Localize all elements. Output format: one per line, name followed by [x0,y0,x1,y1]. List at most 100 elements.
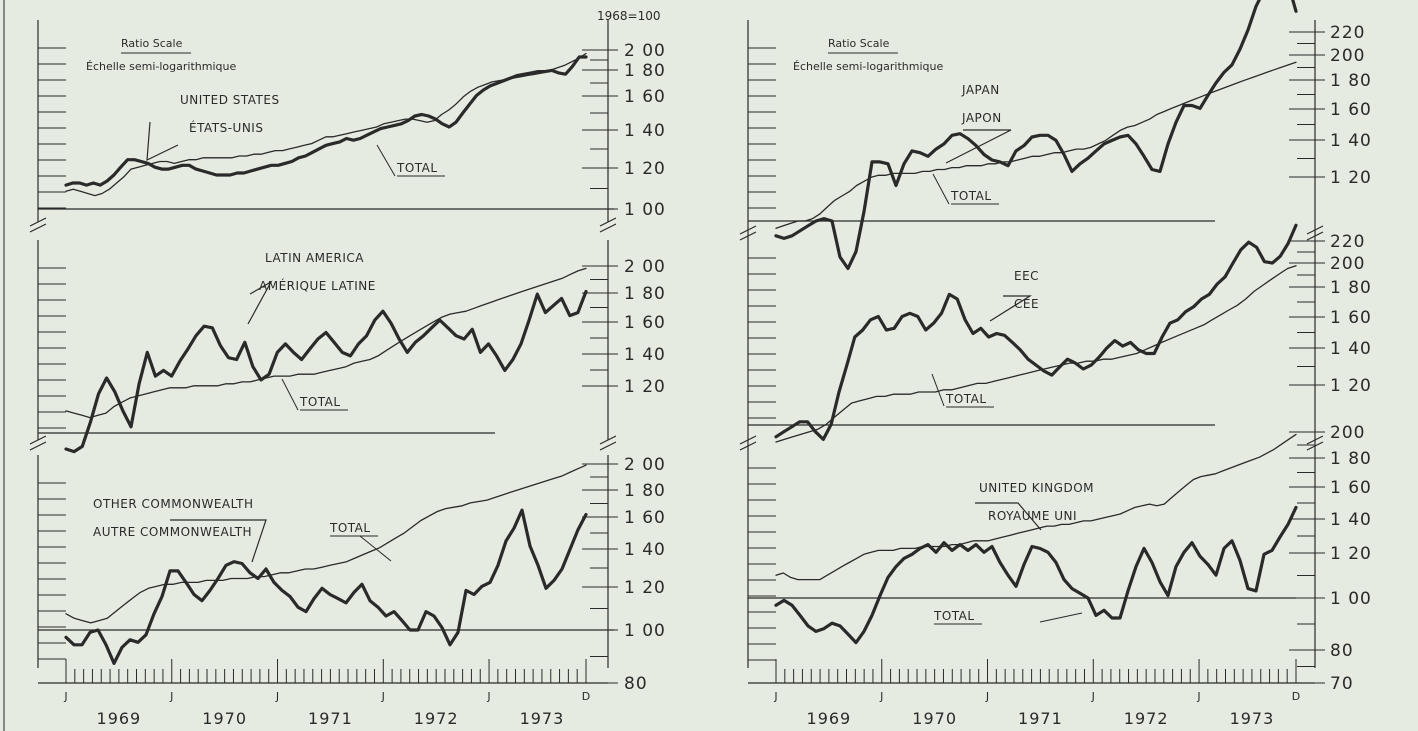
y-tick-label: 1 20 [1330,544,1372,564]
x-year-label: 1972 [414,709,459,728]
axis-break-mark [29,217,47,233]
y-tick-label: 70 [1330,674,1354,694]
total-leader [376,144,396,177]
series-label-fr: CEE [1014,297,1039,311]
total-leader [281,378,299,411]
x-month-label: J [381,690,385,703]
total-leader [931,373,945,407]
y-tick-label: 1 80 [1330,449,1372,469]
x-month-label: J [773,690,777,703]
y-tick-label: 1 20 [624,578,666,598]
x-month-label: J [63,690,67,703]
axis-break-mark [29,435,47,451]
y-tick-label: 1 80 [624,61,666,81]
series-line-country [774,223,1298,441]
x-month-label: J [169,690,173,703]
y-tick-label: 1 40 [624,540,666,560]
base-index-label: 1968=100 [597,9,661,23]
y-tick-label: 2 00 [624,257,666,277]
x-year-label: 1970 [202,709,247,728]
series-line-country [64,508,588,666]
total-label: TOTAL [933,609,975,623]
y-tick-label: 1 60 [1330,308,1372,328]
series-label-en: LATIN AMERICA [265,251,364,265]
series-label-en: EEC [1014,269,1039,283]
series-line-total [65,267,587,419]
y-tick-label: 1 40 [1330,339,1372,359]
series-leader [170,519,267,563]
y-tick-label: 1 20 [1330,376,1372,396]
y-tick-label: 1 80 [1330,71,1372,91]
panel-us: 1 00 1 20 1 40 1 60 1 802 00 Ratio Scale Échel… [29,20,666,233]
series-label-fr: ÉTATS-UNIS [189,120,263,135]
total-label: TOTAL [950,189,992,203]
series-label-en: UNITED STATES [180,93,280,107]
series-leader [945,129,1012,164]
x-year-label: 1971 [1018,709,1063,728]
series-line-total [65,464,587,624]
series-label-fr: ROYAUME UNI [988,509,1077,523]
y-tick-label: 2 00 [624,455,666,475]
axis-break-mark [599,217,617,233]
scale-note-line-2: Échelle semi-logarithmique [86,60,236,73]
y-tick-label: 1 60 [1330,478,1372,498]
y-tick-label: 1 20 [1330,168,1372,188]
y-tick-label: 220 [1330,232,1365,252]
series-leader [975,502,1042,531]
y-tick-label: 80 [624,674,648,694]
x-month-label: J [486,690,490,703]
y-tick-label: 1 00 [624,621,666,641]
y-tick-label: 1 40 [624,345,666,365]
series-line-country [64,55,588,187]
series-label-fr: JAPON [961,111,1002,125]
total-label: TOTAL [396,161,438,175]
series-line-total [775,433,1297,581]
y-tick-label: 1 80 [624,481,666,501]
series-label-en: OTHER COMMONWEALTH [93,497,254,511]
series-line-total [65,52,587,197]
y-tick-label: 2 00 [624,41,666,61]
x-year-label: 1971 [308,709,353,728]
total-leader [1039,612,1083,623]
x-month-label: J [275,690,279,703]
axis-break-mark [599,435,617,451]
y-tick-label: 1 40 [624,121,666,141]
scale-note-line-1: Ratio Scale [828,37,890,50]
y-tick-label: 1 00 [624,200,666,220]
x-year-label: 1969 [97,709,142,728]
total-label: TOTAL [299,395,341,409]
y-tick-label: 1 60 [624,87,666,107]
scale-note-line-1: Ratio Scale [121,37,183,50]
total-label: TOTAL [945,392,987,406]
y-tick-label: 1 00 [1330,589,1372,609]
total-leader [932,173,950,205]
x-month-label: J [985,690,989,703]
y-tick-label: 200 [1330,423,1365,443]
x-year-label: 1969 [807,709,852,728]
x-month-label: J [1196,690,1200,703]
series-leader [247,280,273,325]
y-tick-label: 1 60 [1330,100,1372,120]
x-year-label: 1973 [1230,709,1275,728]
y-tick-label: 1 80 [624,284,666,304]
y-tick-label: 220 [1330,23,1365,43]
y-tick-label: 1 20 [624,159,666,179]
series-line-country [64,289,588,454]
x-month-label: D [1292,690,1300,703]
y-tick-label: 1 80 [1330,278,1372,298]
total-leader [359,535,392,562]
series-label-fr: AUTRE COMMONWEALTH [93,525,252,539]
series-line-country [774,505,1298,645]
series-line-total [775,265,1297,443]
y-tick-label: 1 40 [1330,131,1372,151]
total-label: TOTAL [329,521,371,535]
x-year-label: 1972 [1124,709,1169,728]
y-tick-label: 1 60 [624,508,666,528]
y-tick-label: 1 40 [1330,510,1372,530]
x-year-label: 1970 [912,709,957,728]
